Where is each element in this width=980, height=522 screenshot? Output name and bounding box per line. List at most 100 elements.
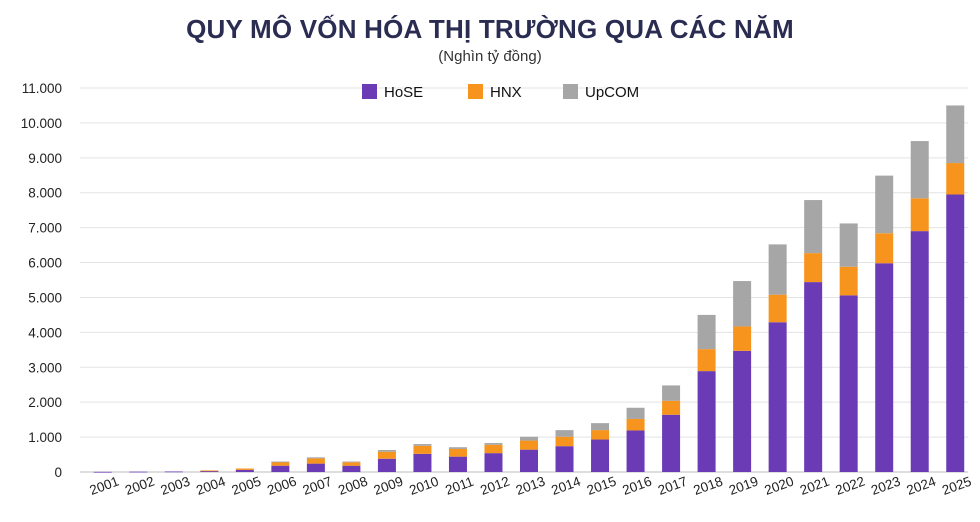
legend-swatch xyxy=(563,84,578,99)
bar-hose-2022 xyxy=(839,295,858,472)
bar-hose-2006 xyxy=(271,465,290,472)
bar-upcom-2012 xyxy=(484,443,503,445)
bar-hnx-2021 xyxy=(804,253,823,283)
bar-hnx-2004 xyxy=(200,470,219,472)
y-tick-label: 8.000 xyxy=(28,186,62,201)
x-tick-label: 2003 xyxy=(159,474,192,498)
bar-upcom-2006 xyxy=(271,461,290,463)
bar-upcom-2014 xyxy=(555,430,574,437)
x-tick-label: 2019 xyxy=(727,474,760,498)
x-tick-label: 2004 xyxy=(194,473,228,498)
bar-hnx-2014 xyxy=(555,436,574,447)
x-axis-ticks: 2001 2002 2003 2004 2005 2006 2007 2008 2009 2010… xyxy=(88,473,974,498)
bar-hnx-2024 xyxy=(910,198,929,232)
legend-swatch xyxy=(468,84,483,99)
x-tick-label: 2022 xyxy=(833,474,866,498)
bar-upcom-2009 xyxy=(377,450,396,452)
x-tick-label: 2012 xyxy=(478,474,511,498)
bar-upcom-2022 xyxy=(839,223,858,267)
bar-hnx-2025 xyxy=(946,163,965,195)
y-tick-label: 6.000 xyxy=(28,256,62,271)
bar-upcom-2007 xyxy=(306,457,325,459)
bar-upcom-2024 xyxy=(910,141,929,199)
legend-swatch xyxy=(362,84,377,99)
bar-hnx-2017 xyxy=(662,400,681,415)
bar-hnx-2011 xyxy=(448,448,467,457)
x-tick-label: 2009 xyxy=(372,474,405,498)
bar-hose-2017 xyxy=(662,414,681,472)
legend: HoSE HNX UpCOM xyxy=(362,84,639,101)
bar-upcom-2020 xyxy=(768,244,787,295)
bar-upcom-2011 xyxy=(448,447,467,449)
bar-hnx-2018 xyxy=(697,349,716,372)
legend-label: HNX xyxy=(490,84,522,101)
chart-title: QUY MÔ VỐN HÓA THỊ TRƯỜNG QUA CÁC NĂM xyxy=(186,14,794,44)
bar-hose-2001 xyxy=(93,471,112,473)
bar-upcom-2010 xyxy=(413,444,432,446)
bar-hose-2008 xyxy=(342,465,361,472)
x-tick-label: 2016 xyxy=(620,474,653,498)
x-tick-label: 2001 xyxy=(88,474,121,498)
legend-item-hose: HoSE xyxy=(362,84,423,101)
bar-upcom-2019 xyxy=(733,281,752,327)
bar-hose-2005 xyxy=(235,469,254,472)
bar-upcom-2025 xyxy=(946,105,965,164)
bar-hose-2010 xyxy=(413,453,432,472)
bar-hnx-2007 xyxy=(306,458,325,464)
bar-upcom-2018 xyxy=(697,314,716,350)
bar-upcom-2021 xyxy=(804,200,823,254)
bar-hnx-2005 xyxy=(235,468,254,470)
y-tick-label: 10.000 xyxy=(21,116,62,131)
bar-hnx-2022 xyxy=(839,266,858,296)
x-tick-label: 2024 xyxy=(904,473,938,498)
bar-hose-2012 xyxy=(484,453,503,472)
x-tick-label: 2023 xyxy=(869,474,902,498)
bar-upcom-2017 xyxy=(662,385,681,401)
y-tick-label: 0 xyxy=(54,465,62,480)
x-tick-label: 2011 xyxy=(443,474,475,498)
bar-hnx-2010 xyxy=(413,445,432,454)
bar-hose-2013 xyxy=(520,449,538,472)
y-tick-label: 7.000 xyxy=(28,221,62,236)
y-tick-label: 3.000 xyxy=(28,360,62,375)
x-tick-label: 2020 xyxy=(762,474,795,498)
bar-hose-2020 xyxy=(768,322,787,472)
bar-hose-2018 xyxy=(697,371,716,472)
x-tick-label: 2013 xyxy=(514,474,547,498)
bar-hnx-2006 xyxy=(271,461,290,466)
x-tick-label: 2006 xyxy=(265,474,298,498)
x-tick-label: 2014 xyxy=(549,473,583,498)
y-tick-label: 4.000 xyxy=(28,325,62,340)
bar-hose-2003 xyxy=(164,471,183,473)
bar-hose-2011 xyxy=(448,456,467,472)
bar-upcom-2015 xyxy=(591,423,610,431)
bar-hose-2004 xyxy=(200,470,219,472)
y-tick-label: 1.000 xyxy=(28,430,62,445)
bar-hnx-2009 xyxy=(377,451,396,459)
bar-hnx-2015 xyxy=(591,430,610,440)
legend-label: UpCOM xyxy=(585,84,639,101)
y-tick-label: 5.000 xyxy=(28,290,62,305)
chart-subtitle: (Nghìn tỷ đồng) xyxy=(438,48,542,65)
x-tick-label: 2025 xyxy=(940,474,973,498)
bar-hose-2014 xyxy=(555,446,574,472)
bar-upcom-2013 xyxy=(520,436,538,441)
legend-item-hnx: HNX xyxy=(468,84,522,101)
gridlines xyxy=(80,87,968,473)
x-tick-label: 2010 xyxy=(407,474,440,498)
bar-hose-2007 xyxy=(306,463,325,472)
x-tick-label: 2007 xyxy=(301,474,334,498)
bar-hose-2016 xyxy=(626,430,645,472)
y-tick-label: 11.000 xyxy=(22,81,62,96)
y-tick-label: 9.000 xyxy=(28,151,62,166)
y-tick-label: 2.000 xyxy=(28,395,62,410)
bar-hose-2019 xyxy=(733,350,752,472)
x-tick-label: 2018 xyxy=(691,474,724,498)
bar-upcom-2008 xyxy=(342,461,361,463)
bar-hnx-2016 xyxy=(626,418,645,431)
bar-hose-2023 xyxy=(875,263,894,472)
bar-hose-2024 xyxy=(910,231,929,472)
bar-hnx-2008 xyxy=(342,462,361,466)
